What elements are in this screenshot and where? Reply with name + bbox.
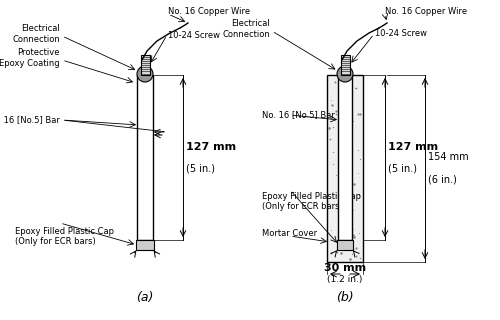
Text: No. 16 [No.5] Bar: No. 16 [No.5] Bar bbox=[0, 116, 60, 124]
Text: Epoxy Filled Plastic Cap
(Only for ECR bars): Epoxy Filled Plastic Cap (Only for ECR b… bbox=[15, 227, 114, 246]
Bar bbox=[136, 240, 154, 250]
Text: Epoxy Filled Plastic Cap
(Only for ECR bars): Epoxy Filled Plastic Cap (Only for ECR b… bbox=[262, 192, 361, 212]
Text: Protective
Epoxy Coating: Protective Epoxy Coating bbox=[0, 48, 60, 68]
Bar bbox=[140, 55, 149, 75]
Text: (a): (a) bbox=[136, 292, 154, 305]
Bar bbox=[327, 75, 363, 262]
Text: (1.2 in.): (1.2 in.) bbox=[328, 275, 362, 284]
Text: (5 in.): (5 in.) bbox=[186, 164, 215, 173]
Circle shape bbox=[337, 66, 353, 82]
Bar bbox=[137, 75, 153, 240]
Text: 30 mm: 30 mm bbox=[324, 263, 366, 273]
Text: 127 mm: 127 mm bbox=[186, 141, 236, 151]
Text: Electrical
Connection: Electrical Connection bbox=[222, 19, 270, 39]
Text: Mortar Cover: Mortar Cover bbox=[262, 229, 317, 238]
Text: 10-24 Screw: 10-24 Screw bbox=[168, 30, 220, 39]
Text: (6 in.): (6 in.) bbox=[428, 174, 457, 185]
Text: (5 in.): (5 in.) bbox=[388, 164, 417, 173]
Text: (b): (b) bbox=[336, 292, 354, 305]
Text: No. 16 Copper Wire: No. 16 Copper Wire bbox=[385, 7, 467, 17]
Text: No. 16 [No.5] Bar: No. 16 [No.5] Bar bbox=[262, 110, 335, 119]
Bar bbox=[340, 55, 349, 75]
Bar bbox=[337, 240, 353, 250]
Text: 154 mm: 154 mm bbox=[428, 153, 469, 163]
Circle shape bbox=[137, 66, 153, 82]
Text: 127 mm: 127 mm bbox=[388, 141, 438, 151]
Text: No. 16 Copper Wire: No. 16 Copper Wire bbox=[168, 7, 250, 17]
Text: 10-24 Screw: 10-24 Screw bbox=[375, 29, 427, 38]
Bar bbox=[338, 75, 352, 240]
Text: Electrical
Connection: Electrical Connection bbox=[12, 24, 60, 44]
